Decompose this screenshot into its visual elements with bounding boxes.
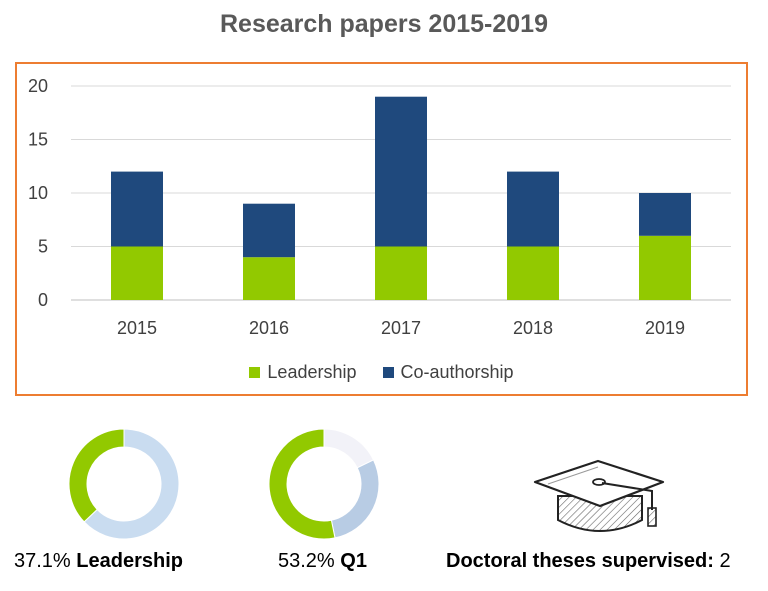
leadership-stat: 37.1% Leadership bbox=[14, 550, 183, 573]
chart-frame: 0 5 10 15 20 2015 2016 2017 2018 2019 Leadership … bbox=[15, 62, 748, 396]
bar-coauthorship-2019 bbox=[639, 193, 691, 236]
theses-stat: Doctoral theses supervised: 2 bbox=[446, 550, 731, 573]
legend-swatch-leadership bbox=[249, 367, 261, 378]
y-tick-label: 10 bbox=[28, 183, 48, 203]
y-tick-label: 5 bbox=[38, 237, 48, 257]
theses-count: 2 bbox=[719, 550, 731, 572]
q1-percent: 53.2% bbox=[278, 550, 335, 572]
bar-coauthorship-2015 bbox=[111, 171, 163, 247]
legend-item-coauthorship: Co-authorship bbox=[382, 362, 514, 383]
y-tick-label: 15 bbox=[28, 130, 48, 150]
y-tick-label: 0 bbox=[38, 290, 48, 310]
x-tick-label: 2015 bbox=[117, 318, 157, 338]
x-tick-label: 2018 bbox=[513, 318, 553, 338]
legend-label-leadership: Leadership bbox=[267, 362, 357, 382]
bar-chart: 0 5 10 15 20 2015 2016 2017 2018 2019 bbox=[28, 76, 731, 338]
x-tick-label: 2016 bbox=[249, 318, 289, 338]
q1-stat: 53.2% Q1 bbox=[278, 550, 367, 573]
bar-leadership-2019 bbox=[639, 235, 691, 300]
theses-label: Doctoral theses supervised: bbox=[446, 550, 714, 572]
bar-coauthorship-2017 bbox=[375, 96, 427, 247]
bar-leadership-2016 bbox=[243, 257, 295, 300]
donut-segment-q1 bbox=[268, 428, 336, 540]
legend-label-coauthorship: Co-authorship bbox=[400, 362, 514, 382]
legend-item-leadership: Leadership bbox=[249, 362, 357, 383]
leadership-percent: 37.1% bbox=[14, 550, 71, 572]
bar-coauthorship-2016 bbox=[243, 203, 295, 258]
donut-segment-other bbox=[83, 428, 180, 540]
bar-coauthorship-2018 bbox=[507, 171, 559, 247]
graduation-cap-icon bbox=[533, 459, 665, 532]
leadership-donut bbox=[68, 428, 180, 540]
q1-donut bbox=[268, 428, 380, 540]
bar-leadership-2017 bbox=[375, 246, 427, 300]
donut-segment-leadership bbox=[68, 428, 125, 523]
x-tick-label: 2019 bbox=[645, 318, 685, 338]
q1-label: Q1 bbox=[340, 550, 367, 572]
legend-swatch-coauthorship bbox=[382, 367, 394, 378]
bar-leadership-2015 bbox=[111, 246, 163, 300]
chart-title: Research papers 2015-2019 bbox=[219, 10, 548, 38]
donut-segment-other bbox=[330, 459, 380, 539]
leadership-label: Leadership bbox=[76, 550, 183, 572]
chart-legend: Leadership Co-authorship bbox=[17, 362, 746, 383]
donut-segment-rest bbox=[323, 428, 375, 469]
bar-leadership-2018 bbox=[507, 246, 559, 300]
x-tick-label: 2017 bbox=[381, 318, 421, 338]
y-tick-label: 20 bbox=[28, 76, 48, 96]
